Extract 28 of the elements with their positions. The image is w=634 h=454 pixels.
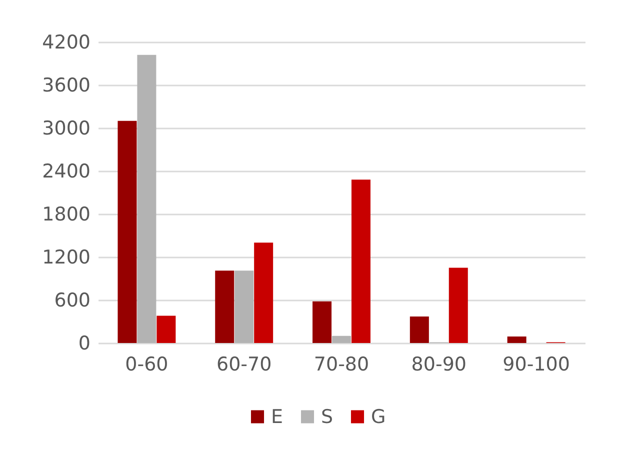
x-tick-label: 60-70 [216,354,272,376]
x-tick-label: 90-100 [502,354,570,376]
bar [234,270,254,343]
y-tick-label: 4200 [42,32,90,54]
bar [254,242,274,343]
y-tick-label: 2400 [42,160,90,182]
bar [156,316,176,343]
bar [118,120,137,343]
y-tick-label: 600 [54,290,90,312]
bar [410,316,429,343]
y-tick-label: 1200 [42,246,90,268]
y-tick-label: 1800 [42,204,90,226]
legend-label: G [371,406,386,428]
legend-label: S [321,406,334,428]
x-tick-label: 70-80 [314,354,370,376]
x-tick-label: 80-90 [411,354,467,376]
bar [448,268,468,343]
bar [312,301,332,343]
bar [351,180,370,343]
y-tick-label: 0 [78,332,90,354]
bar [137,54,156,343]
y-tick-label: 3600 [42,74,90,96]
x-tick-label: 0-60 [125,354,168,376]
bar [507,336,526,343]
legend-label: E [271,406,284,428]
bar [215,270,234,343]
y-tick-label: 3000 [42,118,90,140]
bar [332,336,351,343]
